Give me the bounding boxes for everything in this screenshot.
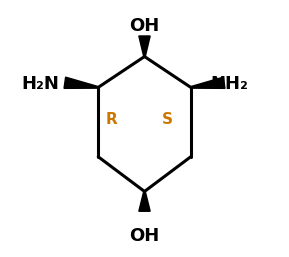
Polygon shape (64, 77, 98, 88)
Text: OH: OH (129, 227, 160, 245)
Polygon shape (139, 36, 150, 57)
Text: OH: OH (129, 17, 160, 35)
Polygon shape (191, 77, 225, 88)
Text: NH₂: NH₂ (210, 75, 248, 93)
Text: H₂N: H₂N (21, 75, 59, 93)
Polygon shape (139, 191, 150, 211)
Text: R: R (105, 112, 117, 127)
Text: S: S (162, 112, 173, 127)
